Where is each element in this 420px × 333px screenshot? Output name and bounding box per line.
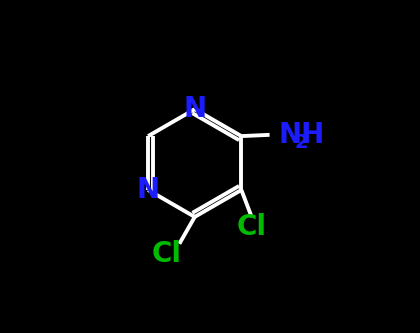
Text: Cl: Cl bbox=[152, 240, 181, 268]
Text: Cl: Cl bbox=[236, 213, 267, 241]
Text: NH: NH bbox=[278, 121, 325, 149]
Text: 2: 2 bbox=[294, 133, 308, 152]
Text: N: N bbox=[136, 176, 160, 204]
Text: N: N bbox=[183, 95, 206, 123]
